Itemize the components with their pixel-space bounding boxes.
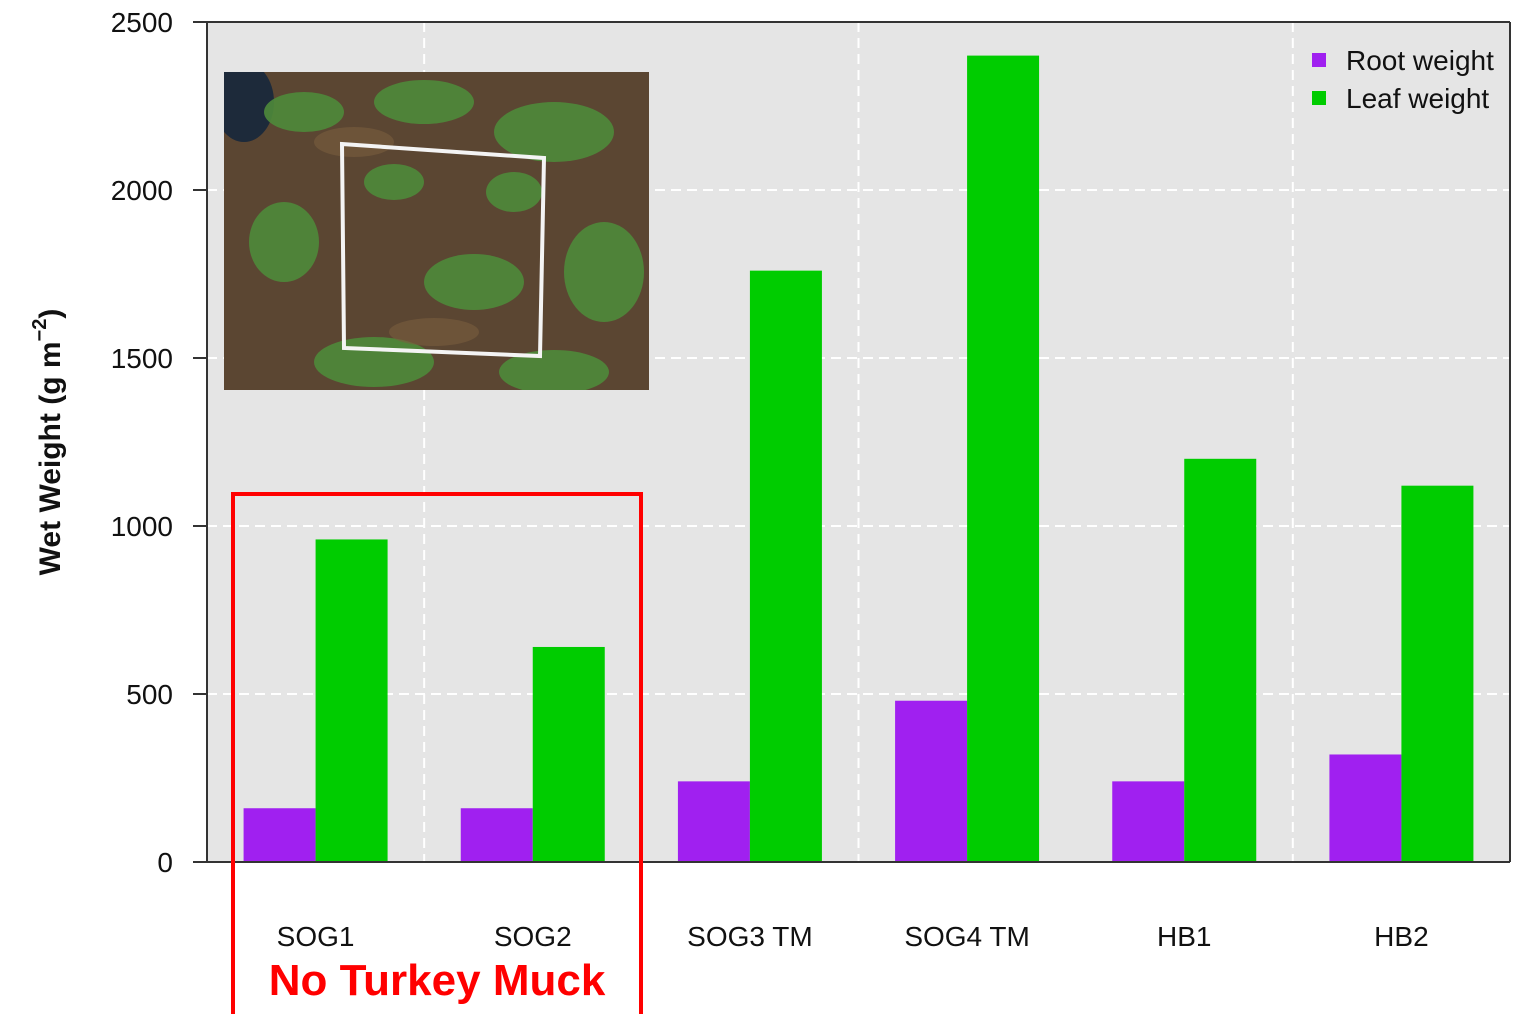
root-weight-bar-hb1 — [1112, 781, 1185, 862]
leaf-weight-bar-sog1 — [315, 539, 388, 862]
legend-swatch — [1312, 53, 1326, 67]
root-weight-bar-sog4-tm — [895, 700, 968, 862]
root-weight-bar-sog2 — [460, 808, 533, 862]
x-tick-label: SOG1 — [277, 921, 355, 952]
legend-label: Leaf weight — [1346, 83, 1489, 114]
x-tick-label: HB2 — [1374, 921, 1428, 952]
axes — [206, 21, 1511, 863]
leaf-weight-bar-sog4-tm — [967, 55, 1040, 863]
x-tick-label: HB1 — [1157, 921, 1211, 952]
no-turkey-muck-label: No Turkey Muck — [268, 956, 606, 1005]
y-tick-label: 1500 — [111, 343, 173, 374]
y-tick-label: 2500 — [111, 7, 173, 38]
leaf-weight-bar-sog2 — [532, 646, 605, 862]
field-photo — [224, 72, 649, 390]
annotation-box — [231, 492, 643, 1014]
x-tick-label: SOG4 TM — [904, 921, 1030, 952]
root-weight-bar-sog1 — [243, 808, 316, 862]
root-weight-bar-sog3-tm — [677, 781, 750, 862]
x-axis-labels: SOG1 SOG2 SOG3 TM SOG4 TM HB1 HB2 — [277, 921, 1429, 952]
leaf-weight-bar-hb1 — [1184, 458, 1257, 862]
leaf-weight-bar-sog3-tm — [749, 270, 822, 862]
x-tick-label: SOG3 TM — [687, 921, 813, 952]
y-tick-label: 500 — [126, 679, 173, 710]
field-photo-inset — [224, 72, 649, 390]
y-tick-label: 1000 — [111, 511, 173, 542]
y-tick-label: 2000 — [111, 175, 173, 206]
y-tick-label: 0 — [157, 847, 173, 878]
legend: Root weight Leaf weight — [1312, 45, 1494, 114]
legend-label: Root weight — [1346, 45, 1494, 76]
bars — [243, 55, 1474, 863]
x-tick-label: SOG2 — [494, 921, 572, 952]
root-weight-bar-hb2 — [1329, 754, 1402, 862]
y-axis-ticks: 0 500 1000 1500 2000 2500 — [111, 7, 207, 878]
leaf-weight-bar-hb2 — [1401, 485, 1474, 862]
legend-swatch — [1312, 91, 1326, 105]
y-axis-title: Wet Weight (g m−2) — [29, 309, 67, 576]
